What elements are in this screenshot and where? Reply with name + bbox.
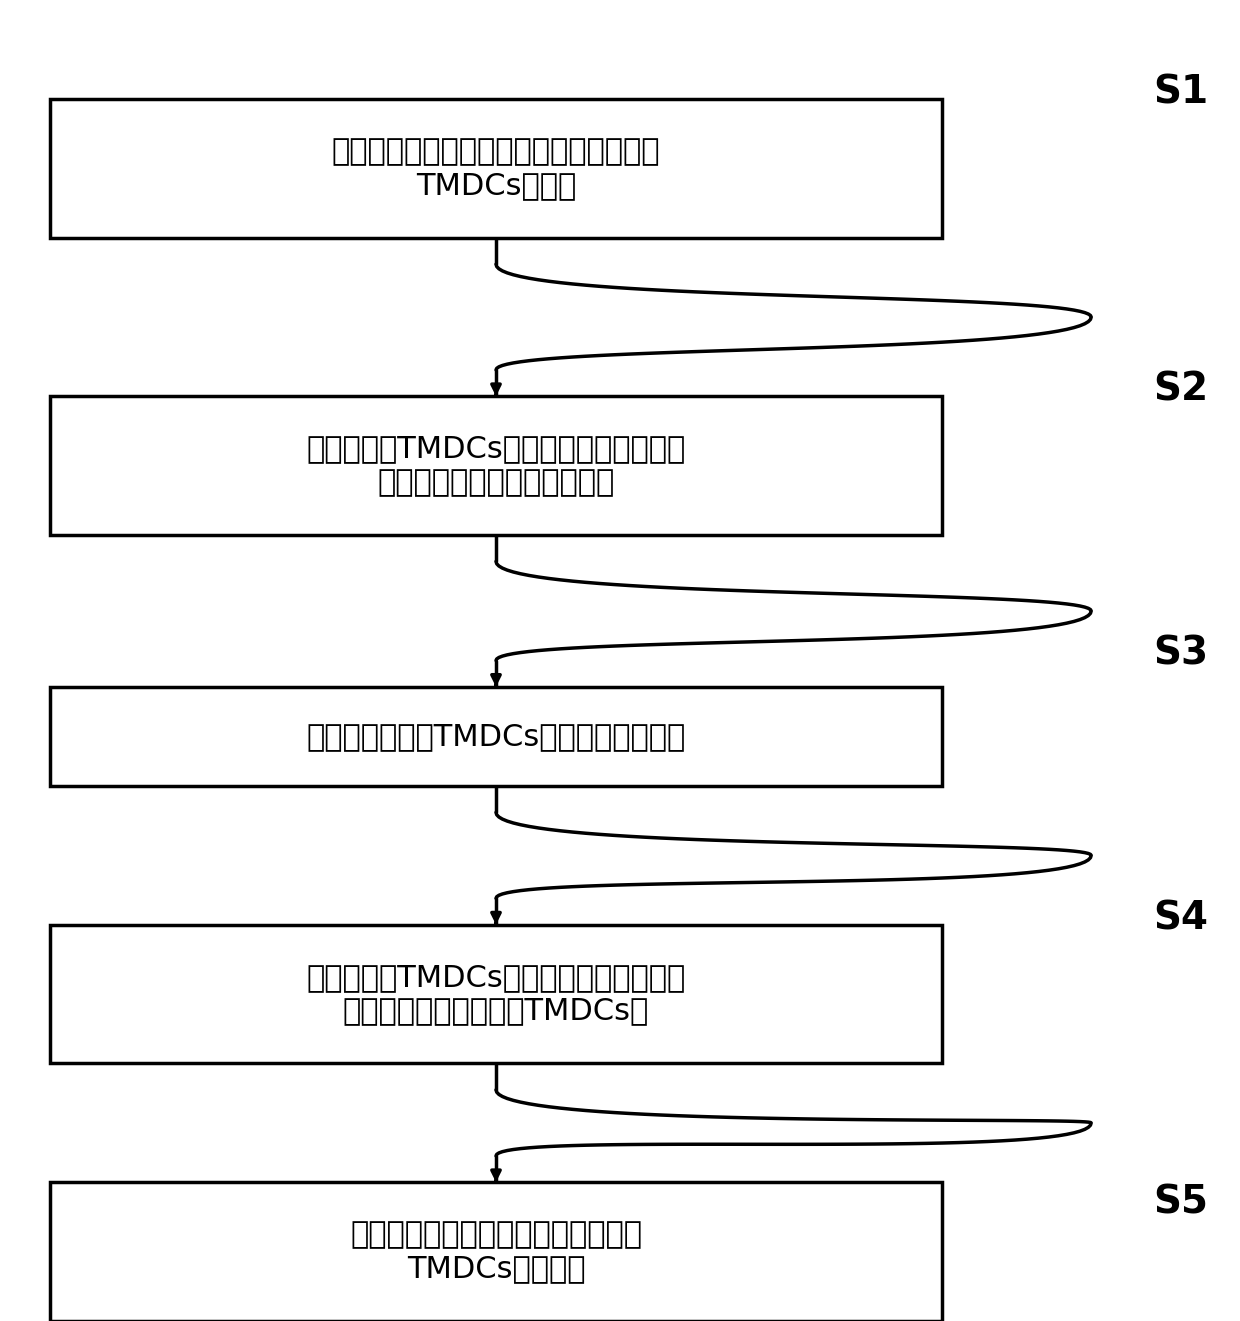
FancyBboxPatch shape: [50, 99, 942, 238]
FancyBboxPatch shape: [50, 687, 942, 786]
Text: 提供绝缘衬底，所述绝缘衬底上具有二维
TMDCs薄膜层: 提供绝缘衬底，所述绝缘衬底上具有二维 TMDCs薄膜层: [332, 137, 660, 199]
Text: S2: S2: [1153, 371, 1208, 408]
Text: 于所述二维TMDCs图形结构表面形成钝化
层以覆盖所述导电沟道TMDCs层: 于所述二维TMDCs图形结构表面形成钝化 层以覆盖所述导电沟道TMDCs层: [306, 963, 686, 1025]
FancyBboxPatch shape: [50, 925, 942, 1063]
Text: S4: S4: [1153, 900, 1208, 937]
FancyBboxPatch shape: [50, 1182, 942, 1321]
Text: S1: S1: [1153, 74, 1208, 111]
Text: S3: S3: [1153, 635, 1208, 672]
Text: 将所述二维TMDCs层图形化，形成包含导
电沟道和天线结构的图形结构: 将所述二维TMDCs层图形化，形成包含导 电沟道和天线结构的图形结构: [306, 435, 686, 497]
FancyBboxPatch shape: [50, 396, 942, 535]
Text: S5: S5: [1153, 1184, 1208, 1221]
Text: 于所述导电沟道TMDCs层表面形成电极层: 于所述导电沟道TMDCs层表面形成电极层: [306, 723, 686, 750]
Text: 将所述钝化层图形化，形成暴露天线
TMDCs层的开口: 将所述钝化层图形化，形成暴露天线 TMDCs层的开口: [350, 1221, 642, 1283]
